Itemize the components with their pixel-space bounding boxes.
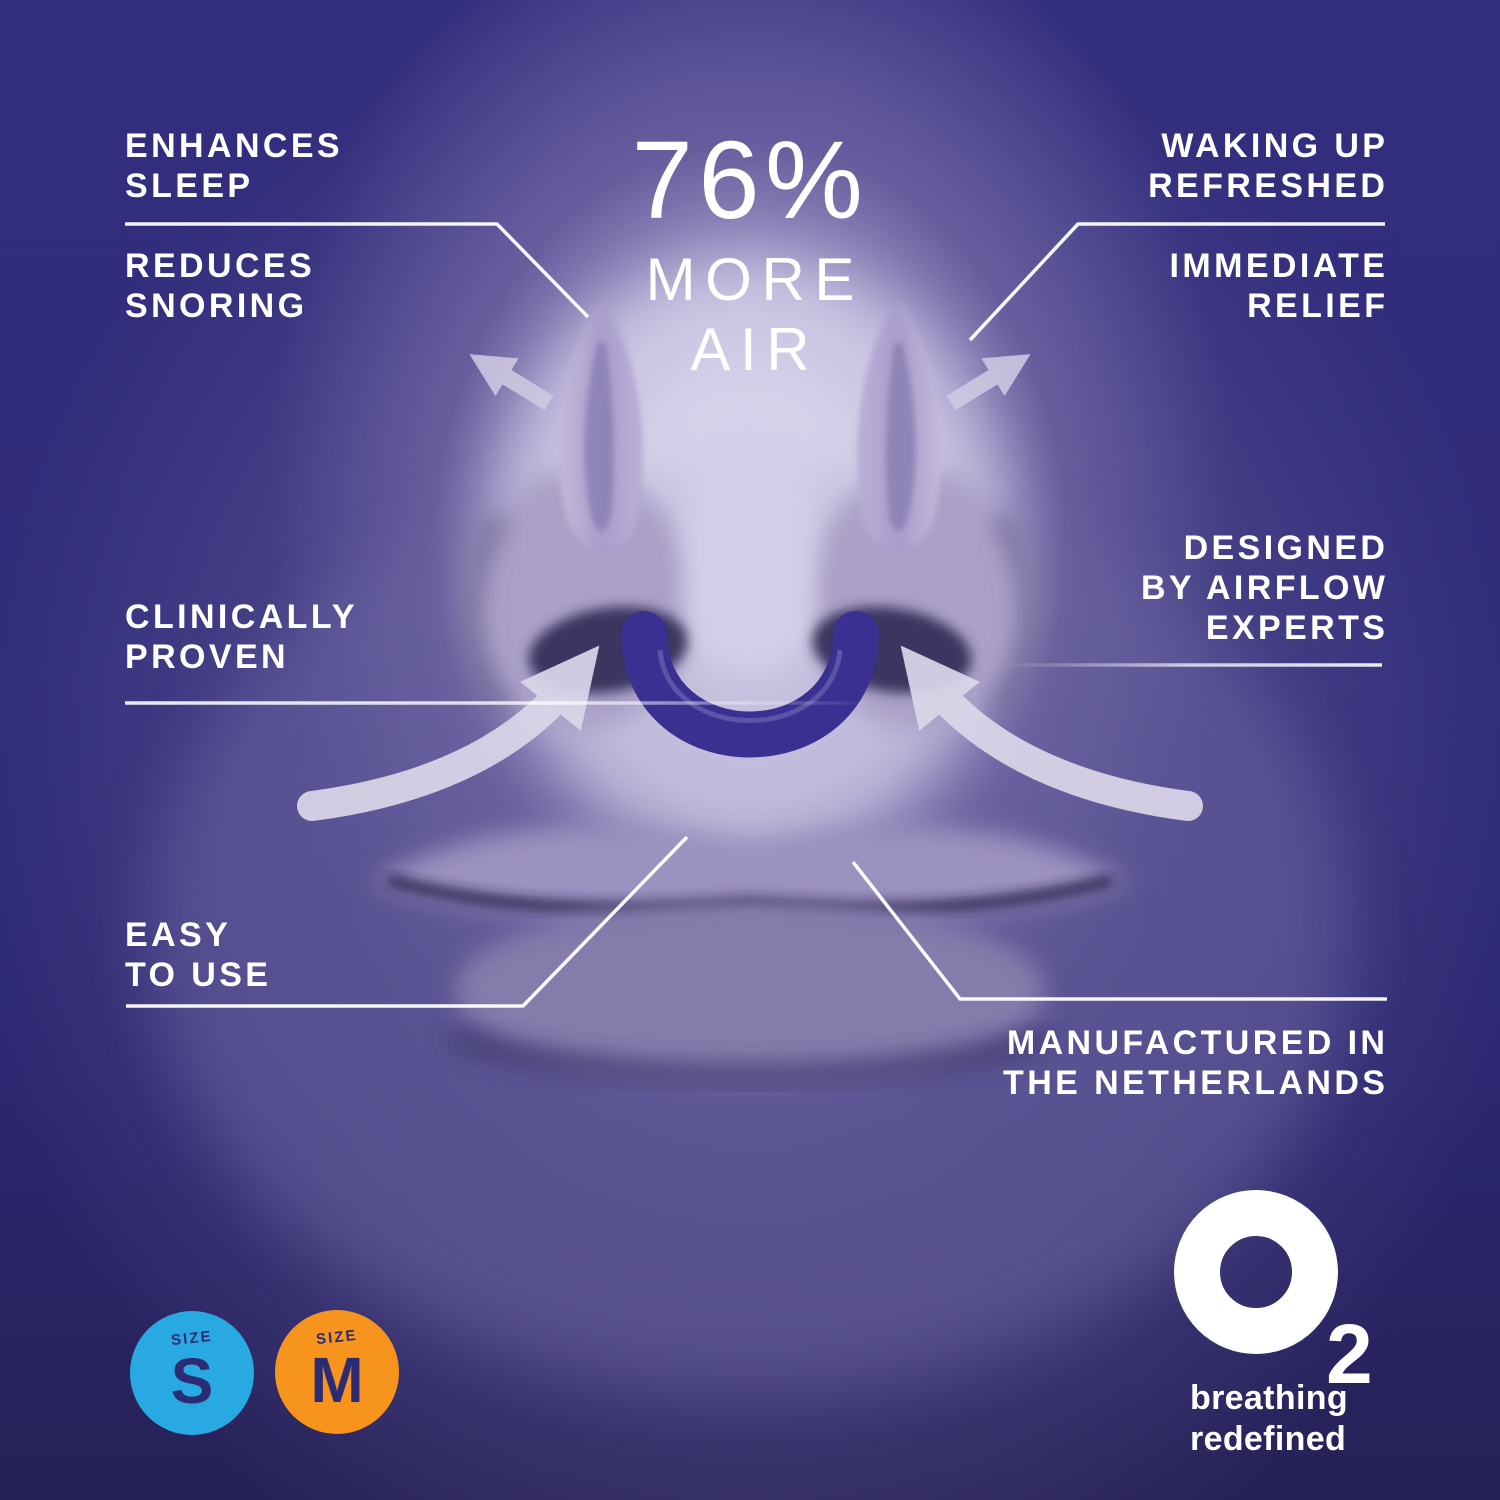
feature-easy-to-use: EASY TO USE: [125, 916, 272, 994]
airflow-in-right-arrow-icon: [900, 645, 1203, 821]
feature-enhances-sleep: ENHANCES SLEEP: [125, 127, 344, 205]
dilator-ring: [621, 611, 879, 758]
feature-waking-up-refreshed: WAKING UP REFRESHED: [1148, 127, 1389, 205]
headline-more: MORE: [645, 246, 864, 313]
feature-designed-by-airflow-experts: DESIGNED BY AIRFLOW EXPERTS: [1140, 529, 1389, 647]
brand-tagline: breathing redefined: [1190, 1379, 1348, 1458]
airflow-out-left-arrow-icon: [469, 354, 554, 411]
dilator-wing-right: [857, 303, 942, 551]
size-badge-s: SIZE S: [130, 1311, 254, 1435]
face-base: [150, 260, 1350, 1390]
o2-logo-subscript: 2: [1326, 1307, 1373, 1401]
dilator-wing-left: [558, 303, 643, 551]
airflow-in-left-arrow-icon: [297, 645, 600, 821]
feature-clinically-proven: CLINICALLY PROVEN: [125, 598, 358, 676]
size-badge-m-value: M: [310, 1344, 364, 1416]
feature-immediate-relief: IMMEDIATE RELIEF: [1169, 247, 1389, 325]
lips: [372, 826, 1128, 1082]
feature-manufactured-in-the-netherlands: MANUFACTURED IN THE NETHERLANDS: [1003, 1024, 1389, 1102]
headline-percent: 76%: [631, 119, 869, 242]
feature-reduces-snoring: REDUCES SNORING: [125, 247, 316, 325]
callout-line-manufactured: [851, 860, 1387, 1001]
airflow-out-right-arrow-icon: [946, 354, 1031, 411]
size-badge-s-value: S: [170, 1345, 214, 1417]
o2-logo-icon: [1174, 1190, 1338, 1354]
headline-air: AIR: [690, 316, 820, 383]
callout-line-easy-to-use: [126, 835, 689, 1008]
callout-line-top-right: [968, 222, 1385, 342]
size-badge-m: SIZE M: [275, 1310, 399, 1434]
callout-line-top-left: [125, 222, 590, 319]
